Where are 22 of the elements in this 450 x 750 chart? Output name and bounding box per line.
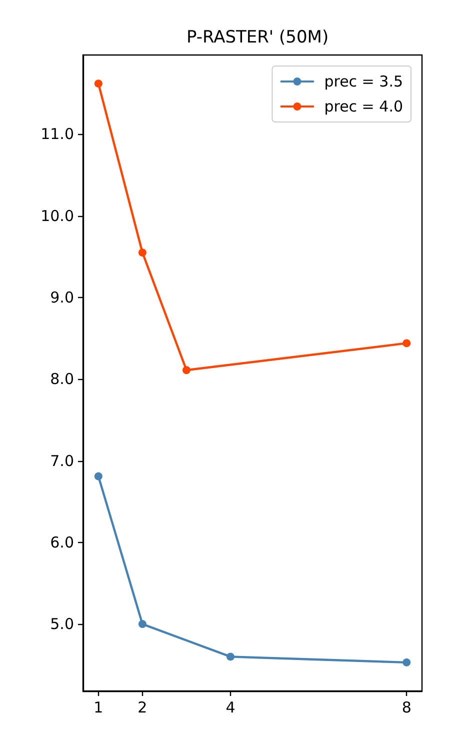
y-tick-label: 7.0 <box>50 452 74 470</box>
y-tick-label: 10.0 <box>40 206 74 225</box>
y-tick-label: 11.0 <box>40 125 74 144</box>
point <box>226 652 234 661</box>
legend-label: prec = 4.0 <box>324 98 404 116</box>
x-tick-label: 1 <box>94 698 104 716</box>
y-tick-label: 8.0 <box>50 370 74 388</box>
x-tick-label: 8 <box>402 698 412 716</box>
point <box>138 248 146 257</box>
y-tick-label: 9.0 <box>50 288 74 306</box>
point <box>94 472 102 480</box>
x-tick-label: 4 <box>226 698 236 716</box>
legend-label: prec = 3.5 <box>324 72 404 90</box>
point <box>402 339 411 348</box>
y-tick-label: 6.0 <box>50 533 74 552</box>
x-tick-label: 2 <box>138 698 148 716</box>
chart-title: P-RASTER' (50M) <box>186 28 329 48</box>
point <box>402 658 411 666</box>
point <box>94 80 102 88</box>
y-tick-label: 5.0 <box>50 615 74 634</box>
point <box>182 366 190 374</box>
point <box>138 620 146 628</box>
